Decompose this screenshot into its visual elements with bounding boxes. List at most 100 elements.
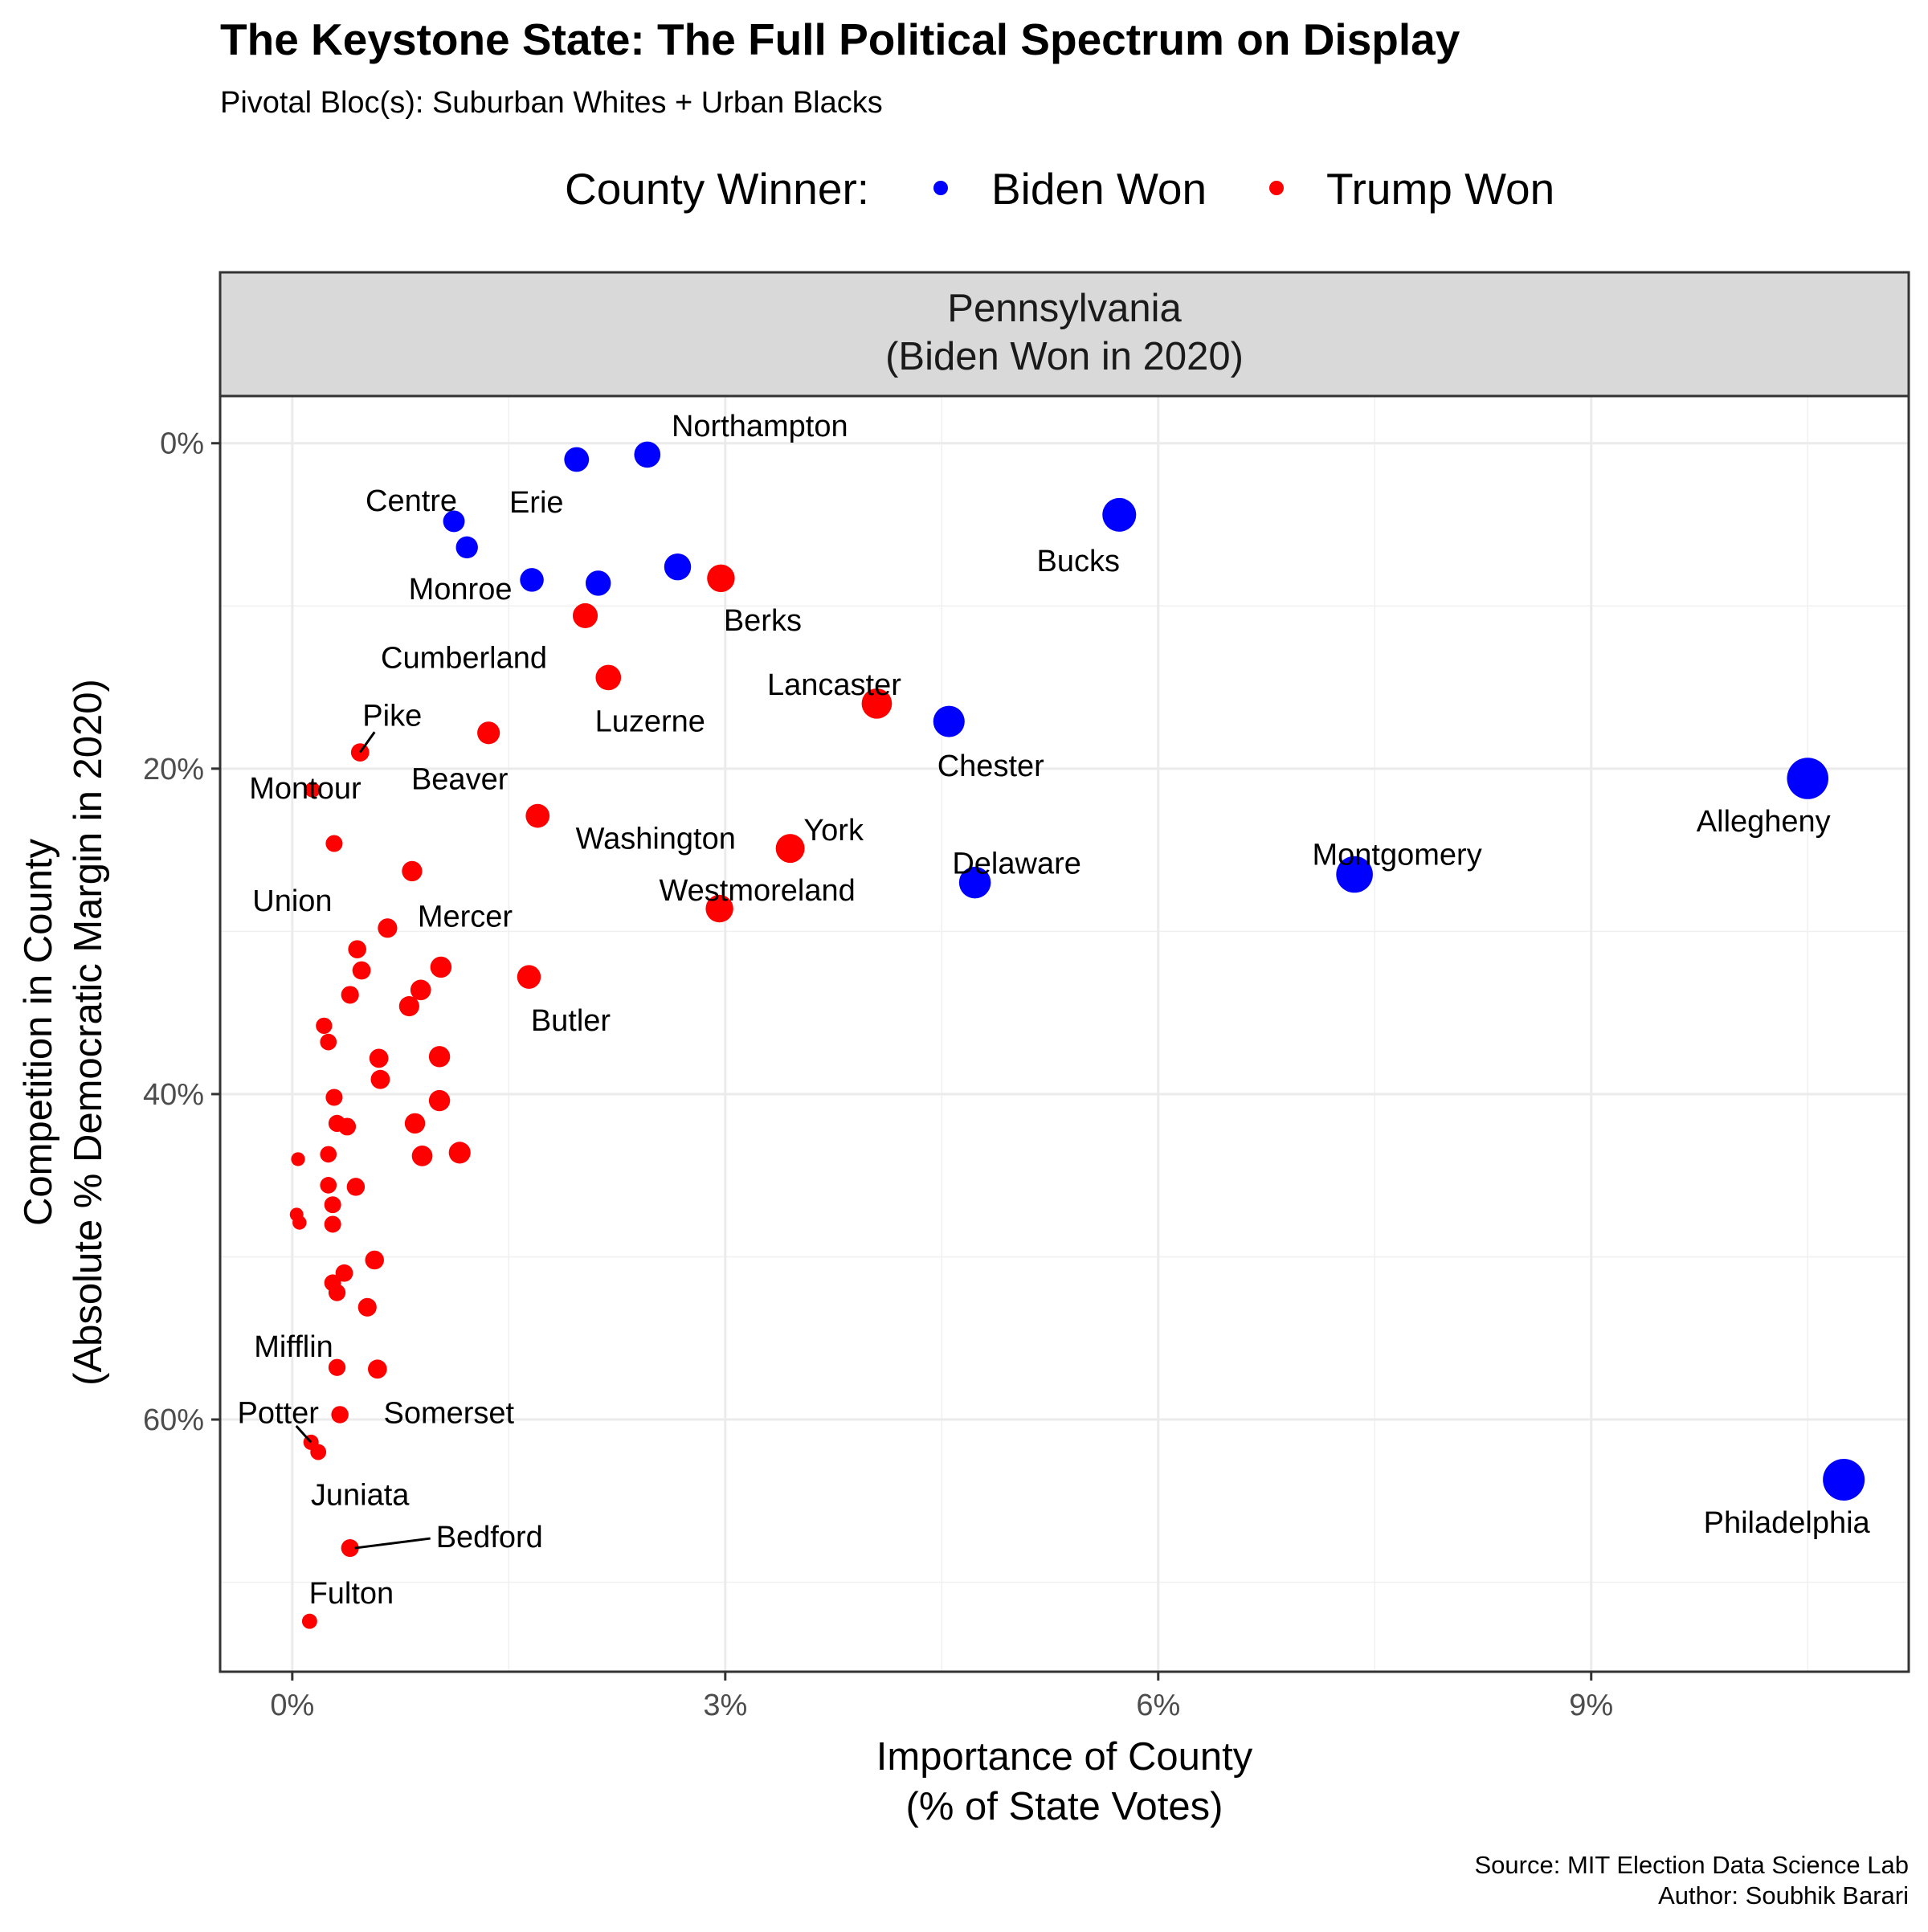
plot-panel [220, 396, 1909, 1672]
point-fulton [301, 1613, 317, 1629]
point-unlabeled-4 [378, 918, 398, 938]
point-unlabeled-16 [325, 1089, 343, 1106]
point-label-luzerne: Luzerne [595, 705, 705, 738]
point-label-union: Union [252, 884, 332, 918]
point-label-bucks: Bucks [1037, 545, 1120, 578]
point-label-fulton: Fulton [309, 1577, 394, 1611]
point-union [325, 835, 343, 852]
point-butler [517, 965, 541, 989]
y-axis-title-line2: (Absolute % Democratic Margin in 2020) [67, 679, 110, 1386]
point-erie [564, 447, 590, 472]
point-unlabeled-10 [398, 995, 419, 1017]
point-label-bedford: Bedford [436, 1521, 543, 1554]
point-label-potter: Potter [237, 1396, 319, 1430]
point-label-montgomery: Montgomery [1313, 839, 1482, 872]
x-tick-label: 9% [1569, 1689, 1613, 1722]
y-axis: 0% 20% 40% 60% [143, 427, 220, 1437]
y-axis-title-line1: Competition in County [17, 838, 60, 1226]
point-label-somerset: Somerset [384, 1396, 515, 1430]
point-unlabeled-30 [324, 1215, 341, 1233]
point-label-northampton: Northampton [672, 410, 848, 443]
point-unlabeled-9 [341, 986, 359, 1004]
point-label-delaware: Delaware [952, 848, 1081, 881]
point-unlabeled-8 [410, 979, 431, 1001]
caption-author: Author: Soubhik Barari [1658, 1881, 1909, 1910]
point-chester [933, 705, 965, 737]
plot-panel-border [219, 394, 1910, 1673]
point-label-monroe: Monroe [409, 573, 513, 607]
point-label-mifflin: Mifflin [254, 1330, 333, 1364]
point-label-lancaster: Lancaster [767, 668, 901, 702]
point-unlabeled-36 [331, 1406, 349, 1423]
point-unlabeled-1 [455, 536, 478, 559]
point-unlabeled-24 [291, 1152, 305, 1166]
point-unlabeled-29 [292, 1215, 307, 1230]
y-tick-label: 60% [143, 1403, 204, 1437]
point-delaware [958, 866, 991, 899]
point-unlabeled-6 [430, 956, 452, 978]
labels-layer: Northampton Erie Centre Bucks Monroe Berks Cum… [237, 410, 1870, 1611]
point-unlabeled-27 [324, 1196, 341, 1214]
point-unlabeled-11 [316, 1017, 333, 1035]
point-unlabeled-14 [428, 1046, 451, 1068]
chart-title: The Keystone State: The Full Political S… [220, 14, 1460, 64]
point-unlabeled-13 [369, 1048, 389, 1068]
point-unlabeled-3 [664, 553, 692, 581]
x-axis: 0% 3% 6% 9% [270, 1672, 1613, 1722]
facet-strip-background [219, 271, 1910, 398]
point-bedford [341, 1538, 359, 1558]
point-lancaster [861, 688, 893, 719]
point-unlabeled-22 [411, 1146, 433, 1166]
point-label-pike: Pike [362, 700, 422, 733]
point-mercer [402, 860, 423, 882]
leader-line-bedford [354, 1537, 431, 1550]
point-label-erie: Erie [509, 486, 564, 520]
y-tick-label: 20% [143, 753, 204, 786]
point-label-centre: Centre [366, 484, 457, 518]
point-unlabeled-21 [320, 1146, 337, 1163]
point-label-juniata: Juniata [311, 1479, 410, 1513]
legend: County Winner: Biden Won Trump Won [565, 164, 1554, 214]
leader-line-pike [359, 731, 376, 754]
y-tick-label: 0% [160, 427, 204, 461]
point-northampton [634, 441, 661, 468]
point-label-chester: Chester [937, 750, 1044, 783]
point-unlabeled-31 [365, 1250, 384, 1270]
point-unlabeled-15 [370, 1069, 390, 1089]
point-label-butler: Butler [531, 1004, 611, 1038]
point-unlabeled-35 [357, 1297, 377, 1317]
caption-source: Source: MIT Election Data Science Lab [1475, 1851, 1910, 1879]
point-label-cumberland: Cumberland [381, 641, 547, 675]
point-label-westmoreland: Westmoreland [659, 874, 855, 908]
point-unlabeled-19 [338, 1117, 357, 1136]
point-unlabeled-32 [335, 1264, 353, 1282]
point-somerset [367, 1359, 387, 1379]
point-unlabeled-12 [320, 1033, 337, 1051]
point-allegheny [1787, 758, 1829, 799]
point-cumberland [572, 602, 598, 628]
point-label-berks: Berks [724, 604, 802, 638]
point-mifflin [328, 1358, 346, 1376]
point-unlabeled-20 [404, 1113, 426, 1134]
point-label-york: York [803, 814, 864, 848]
point-philadelphia [1823, 1458, 1865, 1501]
facet-strip-line1: Pennsylvania [947, 287, 1182, 330]
grid [220, 396, 1909, 1672]
point-unlabeled-34 [328, 1284, 346, 1301]
point-washington [525, 803, 550, 828]
point-montgomery [1336, 856, 1373, 893]
x-axis-title-line1: Importance of County [876, 1735, 1253, 1779]
facet-strip-line2: (Biden Won in 2020) [885, 335, 1244, 378]
leader-line-potter [295, 1425, 312, 1444]
point-york [775, 834, 805, 864]
point-unlabeled-25 [320, 1177, 337, 1194]
point-montour [304, 782, 321, 798]
points-layer [289, 441, 1865, 1629]
point-label-mercer: Mercer [418, 900, 513, 933]
point-unlabeled-23 [448, 1142, 471, 1164]
point-centre [443, 510, 465, 533]
x-axis-title-line2: (% of State Votes) [906, 1785, 1223, 1828]
point-juniata [310, 1444, 327, 1460]
chart-subtitle: Pivotal Bloc(s): Suburban Whites + Urban… [220, 86, 883, 120]
